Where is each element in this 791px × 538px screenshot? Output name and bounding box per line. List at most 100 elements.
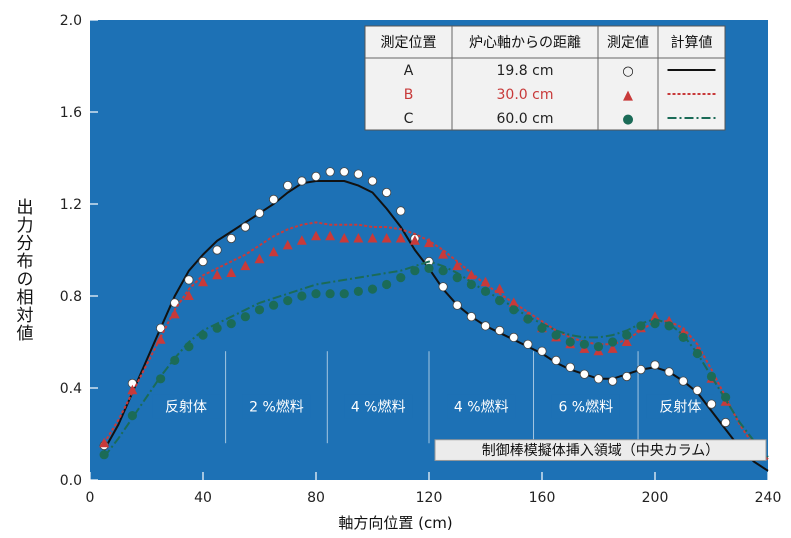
region-label: 4 %燃料 — [351, 398, 406, 415]
series-a-point — [254, 208, 265, 218]
series-b-point — [325, 230, 336, 241]
region-label: 6 %燃料 — [558, 398, 613, 415]
x-tick-label: 120 — [416, 490, 443, 506]
series-a-point — [438, 282, 448, 292]
x-tick-label: 0 — [86, 490, 95, 506]
series-c-point — [184, 342, 194, 352]
series-b-point — [183, 290, 194, 300]
series-a-point — [184, 275, 194, 285]
series-c-point — [692, 348, 702, 359]
legend-distance: 60.0 cm — [497, 111, 554, 127]
series-c-point — [156, 374, 166, 384]
series-a-point — [325, 167, 335, 177]
legend-position: B — [404, 87, 414, 103]
series-c-point — [325, 289, 335, 299]
y-tick-label: 1.6 — [60, 105, 82, 121]
series-c-point — [495, 296, 505, 306]
series-a-point — [367, 176, 378, 186]
series-c-point — [382, 279, 392, 290]
series-b-point — [155, 334, 166, 344]
series-c-point — [269, 300, 279, 310]
series-c-point — [466, 279, 476, 290]
series-b-point — [621, 336, 632, 346]
series-b-point — [226, 267, 237, 277]
series-b-point — [650, 311, 660, 321]
series-a-point — [565, 362, 575, 372]
series-b-point — [339, 233, 350, 243]
series-c-point — [212, 323, 222, 333]
region-label-bg — [242, 394, 311, 419]
series-a-point — [226, 233, 236, 244]
insertion-label: 制御棒模擬体挿入領域（中央カラム） — [482, 442, 720, 459]
legend-header: 計算値 — [671, 35, 713, 51]
series-c-point — [198, 330, 208, 340]
series-b-point — [480, 276, 491, 287]
series-a-point — [706, 399, 717, 409]
x-tick-label: 200 — [642, 490, 669, 506]
series-c-point — [608, 337, 618, 347]
fuel-regions: 反射体 2 %燃料 4 %燃料 4 %燃料 6 %燃料 反射体 — [152, 351, 715, 444]
series-a-point — [593, 374, 604, 384]
series-b-calculated-line — [103, 221, 769, 461]
region-label: 反射体 — [659, 399, 701, 415]
series-a-point — [297, 176, 307, 186]
series-c-point — [438, 266, 448, 276]
series-a-point — [537, 346, 547, 356]
series-b-point — [212, 269, 223, 280]
series-c-point — [636, 321, 646, 331]
series-c-point — [240, 312, 250, 322]
series-b-point — [395, 233, 406, 243]
series-b-point — [127, 384, 138, 395]
series-c-point — [706, 371, 717, 382]
y-axis-label: 出力分布の相対値 — [12, 198, 33, 342]
region-label: 反射体 — [165, 399, 207, 415]
series-c-point — [339, 289, 349, 299]
region-label-bg — [551, 394, 620, 419]
series-c-point — [579, 339, 589, 349]
x-tick-label: 40 — [194, 490, 212, 506]
series-c-point — [551, 330, 561, 340]
series-c-point — [353, 286, 363, 296]
series-b-point — [254, 253, 265, 264]
series-a-point — [636, 364, 646, 375]
region-label-bg — [447, 394, 516, 419]
series-a-point — [396, 206, 406, 216]
series-c-point — [226, 319, 236, 329]
region-label-bg — [344, 394, 413, 419]
series-c-point — [593, 342, 604, 352]
series-c-point — [170, 355, 180, 365]
series-a-point — [198, 256, 208, 267]
series-c-point — [254, 305, 265, 315]
series-b-point — [367, 233, 378, 243]
series-c-point — [297, 291, 307, 301]
series-a-point — [551, 355, 561, 365]
series-c-point — [424, 263, 434, 273]
series-c-point — [537, 323, 547, 333]
series-b-point — [409, 235, 420, 245]
series-a-point — [466, 312, 476, 322]
legend-measured-marker: ● — [622, 112, 633, 127]
legend: 測定位置 炉心軸からの距離 測定値 計算値 A 19.8 cm ○ B 30.0 cm ▲ C 60.… — [364, 25, 726, 131]
legend-header: 炉心軸からの距離 — [469, 34, 581, 51]
series-c-point — [311, 289, 321, 299]
series-a-point — [311, 171, 321, 181]
series-a-point — [495, 325, 505, 336]
series-b-point — [508, 297, 519, 307]
legend-distance: 30.0 cm — [497, 87, 554, 103]
series-b-point — [452, 260, 463, 271]
series-a-point — [452, 300, 462, 310]
series-c-point — [99, 450, 109, 460]
series-c-point — [565, 337, 575, 347]
legend-header: 測定位置 — [381, 35, 437, 51]
series-group — [99, 167, 769, 472]
region-label-bg — [152, 394, 221, 419]
series-b-point — [381, 233, 392, 243]
series-a-point — [678, 376, 688, 386]
series-a-point — [650, 360, 660, 370]
series-a-point — [664, 367, 674, 377]
series-b-point — [311, 230, 321, 241]
series-b-point — [99, 437, 110, 448]
legend-measured-marker: ○ — [622, 64, 633, 79]
series-a-point — [283, 181, 293, 191]
